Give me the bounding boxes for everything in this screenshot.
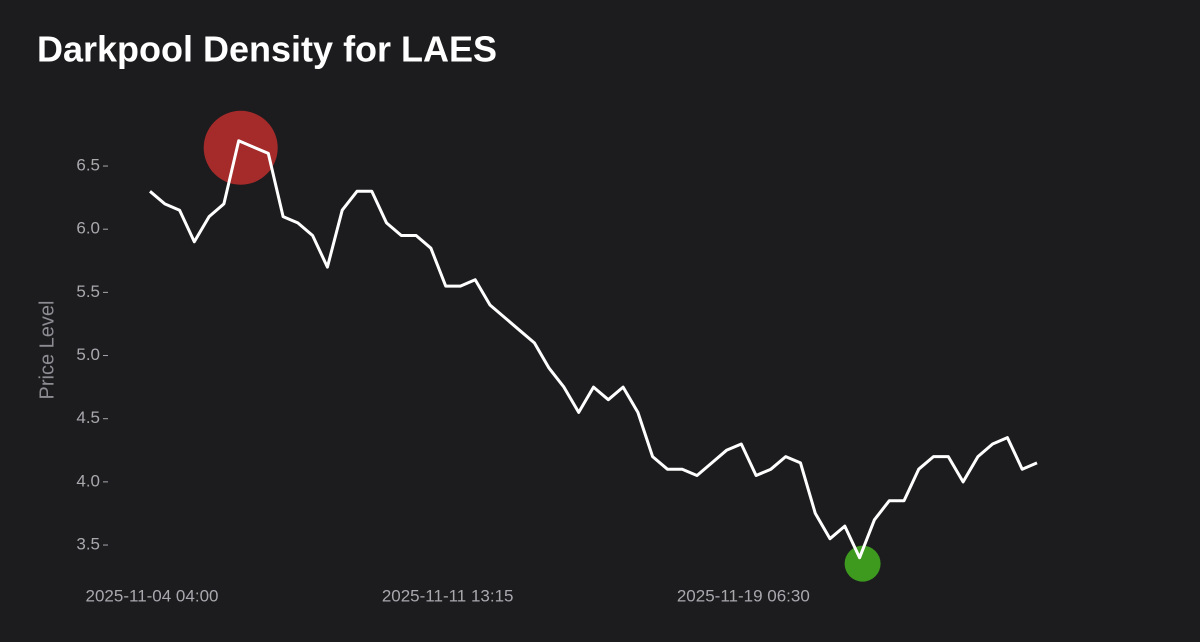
y-tick-label: 4.5 <box>76 408 100 427</box>
price-line <box>149 139 1038 560</box>
y-tick-label: 3.5 <box>76 535 100 554</box>
y-tick-label: 5.5 <box>76 282 100 301</box>
chart-title: Darkpool Density for LAES <box>37 29 497 70</box>
y-tick-label: 6.5 <box>76 156 100 175</box>
x-tick-label: 2025-11-04 04:00 <box>86 586 219 605</box>
y-tick-label: 5.0 <box>76 345 100 364</box>
y-axis-label: Price Level <box>36 301 58 400</box>
x-tick-label: 2025-11-19 06:30 <box>677 586 810 605</box>
min-marker <box>844 545 881 582</box>
y-tick-label: 6.0 <box>76 219 100 238</box>
y-tick-label: 4.0 <box>76 471 100 490</box>
x-tick-label: 2025-11-11 13:15 <box>382 586 514 605</box>
max-marker <box>203 110 278 185</box>
